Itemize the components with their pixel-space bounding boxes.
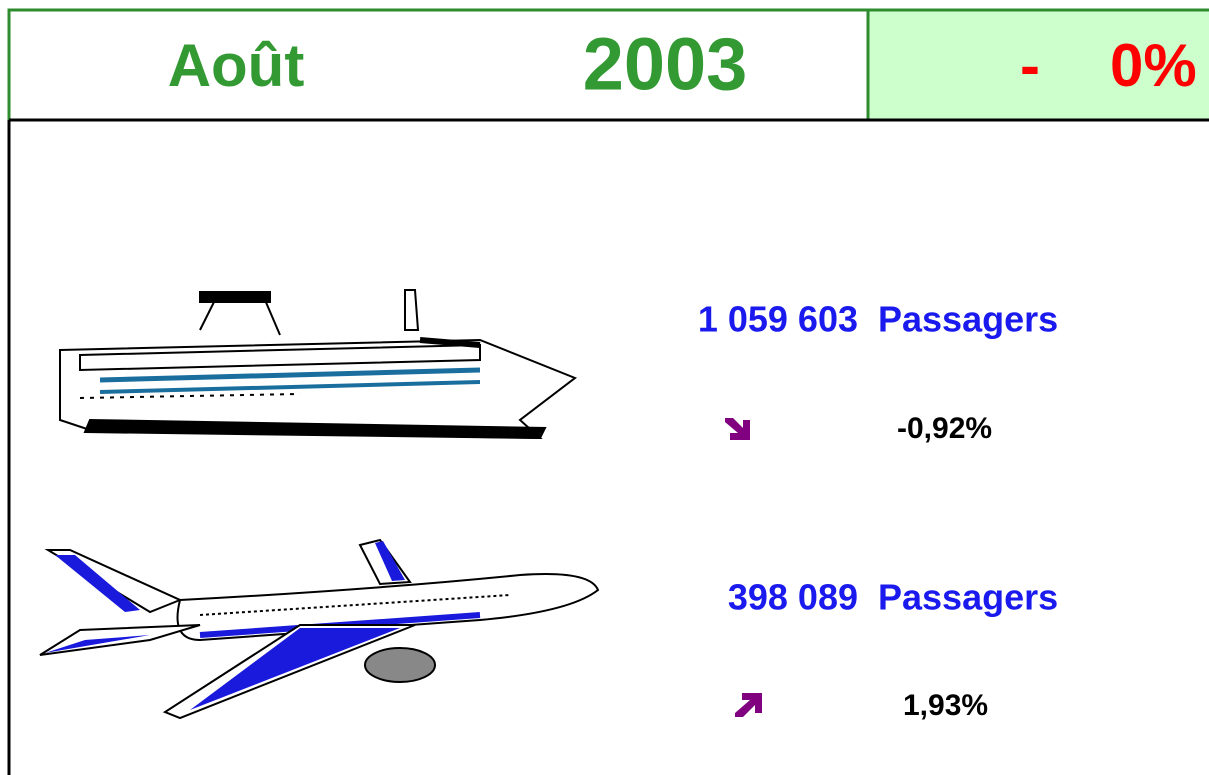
slide: Août 2003 - 0% 1 059 603 Passagers -0,92… [0,0,1209,775]
passenger-count: 398 089 [728,577,858,618]
passenger-unit: Passagers [878,299,1058,340]
passenger-change: 1,93% [903,689,988,722]
header-change: 0% [1110,32,1197,99]
passenger-count: 1 059 603 [698,299,858,340]
month: Août [168,32,305,99]
page: Août 2003 - 0% 1 059 603 Passagers -0,92… [0,0,1209,775]
ship-icon [60,290,575,438]
plane-icon [40,540,598,718]
year: 2003 [583,23,748,106]
sign: - [1020,32,1040,99]
up-arrow [735,693,762,717]
down-arrow [725,418,750,440]
passenger-unit: Passagers [878,577,1058,618]
passenger-change: -0,92% [897,412,992,445]
